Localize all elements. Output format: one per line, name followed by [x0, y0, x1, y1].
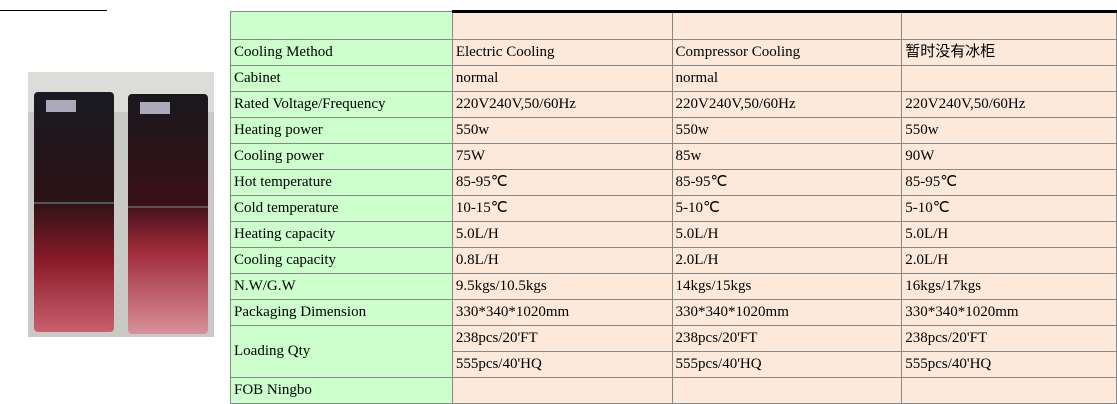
cell: 10-15℃: [452, 196, 672, 222]
cell: 555pcs/40'HQ: [902, 352, 1117, 378]
cell: 5-10℃: [672, 196, 902, 222]
cell: 220V240V,50/60Hz: [672, 92, 902, 118]
cell: 85-95℃: [452, 170, 672, 196]
cell: 238pcs/20'FT: [452, 326, 672, 352]
cell: 0.8L/H: [452, 248, 672, 274]
row-label: Loading Qty: [231, 326, 453, 378]
product-photo: [28, 72, 214, 337]
cell: 330*340*1020mm: [452, 300, 672, 326]
cell: 238pcs/20'FT: [902, 326, 1117, 352]
cell: 2.0L/H: [672, 248, 902, 274]
cell: 550w: [902, 118, 1117, 144]
row-label: Rated Voltage/Frequency: [231, 92, 453, 118]
row-label: Cabinet: [231, 66, 453, 92]
row-label: Cold temperature: [231, 196, 453, 222]
cell: Compressor Cooling: [672, 40, 902, 66]
cell: 2.0L/H: [902, 248, 1117, 274]
cell: 9.5kgs/10.5kgs: [452, 274, 672, 300]
row-label: Cooling power: [231, 144, 453, 170]
header-cell: [452, 12, 672, 40]
cell: 330*340*1020mm: [902, 300, 1117, 326]
cell: 85-95℃: [672, 170, 902, 196]
cell: 555pcs/40'HQ: [452, 352, 672, 378]
cell: [902, 378, 1117, 404]
header-cell: [231, 12, 453, 40]
row-label: Heating power: [231, 118, 453, 144]
header-row: [231, 12, 1117, 40]
cell: 暂时没有冰柜: [902, 40, 1117, 66]
row-label: Heating capacity: [231, 222, 453, 248]
cell: 238pcs/20'FT: [672, 326, 902, 352]
cell: 330*340*1020mm: [672, 300, 902, 326]
cell: 75W: [452, 144, 672, 170]
cell: normal: [672, 66, 902, 92]
cell: [902, 66, 1117, 92]
cell: 550w: [452, 118, 672, 144]
cell: 5-10℃: [902, 196, 1117, 222]
cell: [672, 378, 902, 404]
row-label: Packaging Dimension: [231, 300, 453, 326]
cell: 550w: [672, 118, 902, 144]
cell: 220V240V,50/60Hz: [902, 92, 1117, 118]
cell: [452, 378, 672, 404]
header-cell: [902, 12, 1117, 40]
cell: Electric Cooling: [452, 40, 672, 66]
cell: 220V240V,50/60Hz: [452, 92, 672, 118]
cell: 555pcs/40'HQ: [672, 352, 902, 378]
header-cell: [672, 12, 902, 40]
cell: 85-95℃: [902, 170, 1117, 196]
row-label: FOB Ningbo: [231, 378, 453, 404]
rule: [0, 10, 107, 11]
cell: 14kgs/15kgs: [672, 274, 902, 300]
cell: 5.0L/H: [902, 222, 1117, 248]
cell: 90W: [902, 144, 1117, 170]
row-label: Hot temperature: [231, 170, 453, 196]
cell: normal: [452, 66, 672, 92]
row-label: N.W/G.W: [231, 274, 453, 300]
row-label: Cooling capacity: [231, 248, 453, 274]
page: Cooling MethodElectric CoolingCompressor…: [0, 0, 1117, 401]
cell: 5.0L/H: [452, 222, 672, 248]
cell: 16kgs/17kgs: [902, 274, 1117, 300]
table-row: FOB Ningbo: [231, 378, 1117, 404]
cell: 5.0L/H: [672, 222, 902, 248]
cell: 85w: [672, 144, 902, 170]
row-label: Cooling Method: [231, 40, 453, 66]
